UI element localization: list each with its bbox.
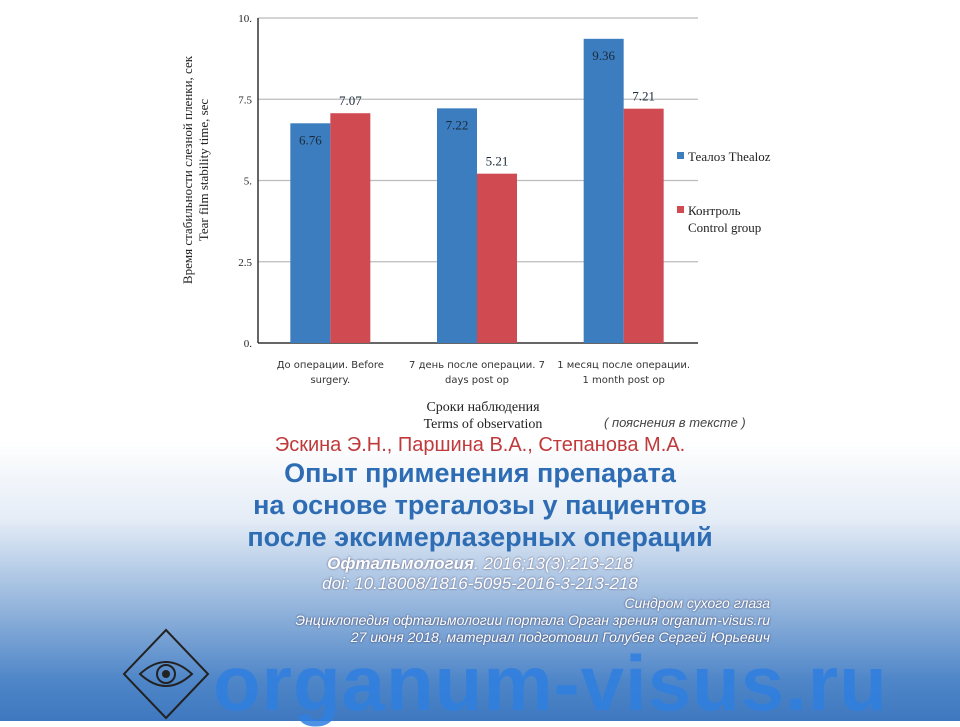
legend-label-control: Control group [688,220,761,235]
y-tick-label: 0. [244,338,253,350]
doi: doi: 10.18008/1816-5095-2016-3-213-218 [322,574,638,593]
title-line-2: на основе трегалозы у пациентов [253,490,707,520]
x-tick-label: 1 месяц после операции. [557,360,690,371]
x-tick-label: 1 month post op [582,375,664,386]
bar-control [623,108,664,343]
bar-chart: 0. 2.5 5. 7.5 10. 6.76 7.07 До операции. Before… [180,13,771,432]
watermark: organum-visus.ru [213,639,888,727]
legend-label-control: Контроль [688,203,741,218]
legend-swatch-control [677,206,684,213]
bar-thealoz [437,108,477,343]
data-label: 7.21 [632,89,655,104]
data-label: 7.22 [446,117,469,132]
bar-control [330,113,371,343]
y-tick-label: 10. [238,13,252,25]
title-line-1: Опыт применения препарата [284,458,676,488]
journal-ref: . 2016;13(3):213-218 [474,554,633,573]
data-label: 9.36 [592,48,615,63]
x-axis-label: Terms of observation [424,417,543,432]
authors: Эскина Э.Н., Паршина В.А., Степанова М.А… [274,434,686,456]
note-text: ( пояснения в тексте ) [604,415,746,430]
data-label: 7.07 [339,93,362,108]
legend-label-thealoz: Теалоз Thealoz [688,149,771,164]
data-label: 6.76 [299,132,322,147]
eye-logo-icon [122,628,210,720]
y-tick-label: 2.5 [238,257,252,269]
x-tick-label: 7 день после операции. 7 [409,360,545,371]
data-label: 5.21 [486,154,509,169]
footer-source: Энциклопедия офтальмологии портала Орган… [295,612,770,628]
y-tick-label: 7.5 [238,94,252,106]
x-axis-label: Сроки наблюдения [426,400,540,415]
footer-credit: 27 июня 2018, материал подготовил Голубе… [350,629,770,645]
bar-thealoz [583,38,624,344]
x-tick-label: surgery. [310,375,350,386]
footer-topic: Синдром сухого глаза [624,595,770,611]
journal-name: Офтальмология [327,554,475,573]
journal-citation: Офтальмология. 2016;13(3):213-218 [0,554,960,574]
y-axis-label: Время стабильности слезной пленки, сек [180,55,195,284]
title-line-3: после эксимерлазерных операций [247,522,713,552]
x-tick-label: До операции. Before [277,360,384,371]
y-axis-label: Tear film stability time, sec [196,99,211,242]
bar-thealoz [290,123,331,343]
legend-swatch-thealoz [677,152,684,159]
bar-control [477,173,517,343]
x-tick-label: days post op [445,375,509,386]
y-tick-label: 5. [244,176,253,188]
